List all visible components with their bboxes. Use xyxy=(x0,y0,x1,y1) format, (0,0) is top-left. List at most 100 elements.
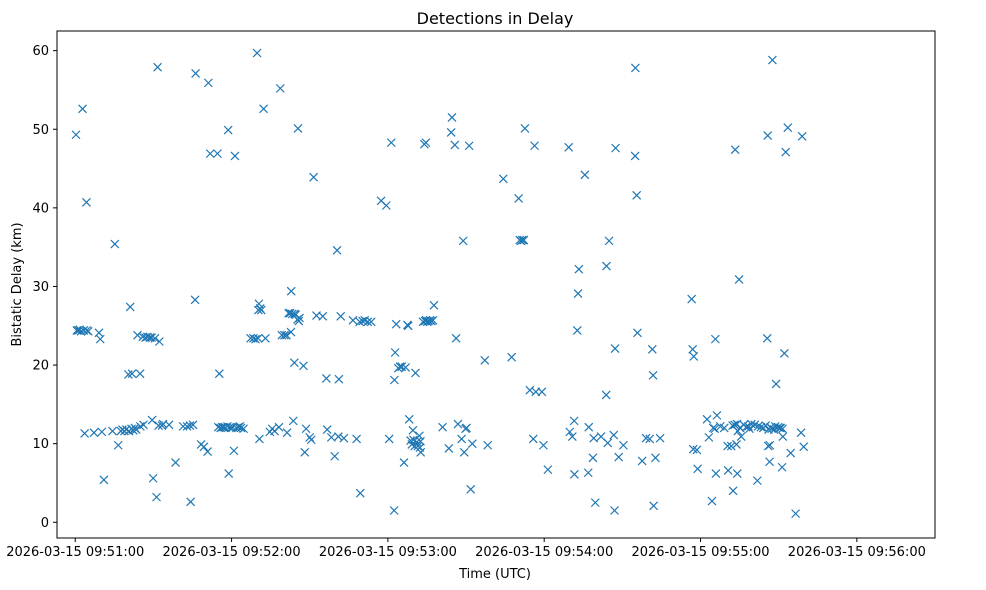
detection-point xyxy=(637,456,647,466)
detection-point xyxy=(583,468,593,478)
detection-point xyxy=(632,190,642,200)
detection-point xyxy=(507,352,517,362)
detection-point xyxy=(688,444,698,454)
detection-point xyxy=(78,104,87,114)
detection-point xyxy=(191,69,201,78)
detection-point xyxy=(182,421,192,431)
data-points xyxy=(71,48,809,519)
detection-point xyxy=(752,476,762,486)
detection-point xyxy=(199,442,209,452)
detection-point xyxy=(203,447,213,456)
detection-point xyxy=(753,421,763,431)
detection-point xyxy=(352,434,362,444)
detection-point xyxy=(355,317,365,327)
detection-point xyxy=(355,488,365,498)
detection-point xyxy=(601,390,611,400)
detection-point xyxy=(590,498,600,508)
detection-point xyxy=(781,147,791,157)
detection-point xyxy=(286,286,296,296)
detection-point xyxy=(765,440,775,450)
detection-point xyxy=(450,140,460,150)
detection-point xyxy=(321,374,331,383)
detection-point xyxy=(407,440,417,449)
detection-point xyxy=(614,452,624,462)
detection-point xyxy=(223,125,233,135)
detection-point xyxy=(280,330,289,340)
detection-point xyxy=(188,420,198,430)
detection-point xyxy=(734,274,744,284)
detection-point xyxy=(707,496,717,506)
detection-point xyxy=(610,344,620,353)
detection-point xyxy=(728,486,738,496)
detection-point xyxy=(253,333,263,343)
y-tick-label: 0 xyxy=(41,516,49,531)
detection-point xyxy=(633,328,642,338)
detection-point xyxy=(164,420,174,430)
x-tick-label: 2026-03-15 09:55:00 xyxy=(631,545,769,560)
detection-point xyxy=(746,419,756,429)
detection-point xyxy=(446,127,456,137)
x-tick-label: 2026-03-15 09:56:00 xyxy=(788,545,926,560)
detection-point xyxy=(467,439,477,449)
detection-point xyxy=(288,416,298,426)
detection-point xyxy=(185,421,195,431)
detection-point xyxy=(611,143,621,153)
detection-point xyxy=(723,441,733,451)
x-tick-label: 2026-03-15 09:53:00 xyxy=(319,545,457,560)
detection-point xyxy=(411,368,420,378)
detection-point xyxy=(589,433,599,443)
detection-point xyxy=(389,506,399,515)
detection-point xyxy=(127,369,137,379)
detection-point xyxy=(655,433,665,443)
detection-point xyxy=(147,415,157,425)
detection-point xyxy=(89,428,99,438)
detection-point xyxy=(99,475,109,485)
detection-point xyxy=(730,145,740,155)
detection-point xyxy=(230,151,240,161)
detection-point xyxy=(416,436,425,446)
detection-point xyxy=(777,462,787,472)
detection-point xyxy=(190,295,200,305)
detection-point xyxy=(458,236,468,246)
chart-title: Detections in Delay xyxy=(417,9,574,28)
detection-point xyxy=(771,379,781,389)
detection-point xyxy=(421,138,431,148)
detection-point xyxy=(95,334,105,344)
detection-point xyxy=(768,55,777,65)
detection-point xyxy=(213,149,222,159)
detection-point xyxy=(293,124,303,133)
detection-point xyxy=(745,424,754,434)
detection-point xyxy=(131,425,141,434)
detection-point xyxy=(339,433,349,443)
detection-point xyxy=(604,236,614,246)
detection-point xyxy=(399,458,409,467)
detection-point xyxy=(765,457,774,467)
detection-point xyxy=(786,448,796,458)
detection-point xyxy=(363,317,373,327)
detection-point xyxy=(429,300,439,310)
detection-point xyxy=(110,239,120,249)
detection-point xyxy=(82,197,91,207)
detection-point xyxy=(702,414,712,424)
y-axis-ticks: 0 10 20 30 40 50 60 xyxy=(32,44,57,531)
detection-point xyxy=(796,428,806,438)
detection-point xyxy=(330,451,340,461)
detection-point xyxy=(348,315,358,325)
detection-point xyxy=(252,48,262,58)
detection-point xyxy=(414,431,424,441)
detection-point xyxy=(71,130,81,140)
detection-point xyxy=(778,432,788,442)
detection-point xyxy=(756,422,766,432)
detection-point xyxy=(438,422,448,432)
detection-point xyxy=(498,174,508,184)
detection-point xyxy=(153,62,162,72)
detection-point xyxy=(391,319,401,329)
detection-point xyxy=(775,423,785,433)
detection-point xyxy=(648,370,658,380)
detection-point xyxy=(261,333,270,343)
detection-point xyxy=(651,453,660,463)
detection-point xyxy=(710,424,720,434)
detection-point xyxy=(763,131,773,140)
detection-point xyxy=(693,464,703,474)
detection-point xyxy=(761,421,771,431)
